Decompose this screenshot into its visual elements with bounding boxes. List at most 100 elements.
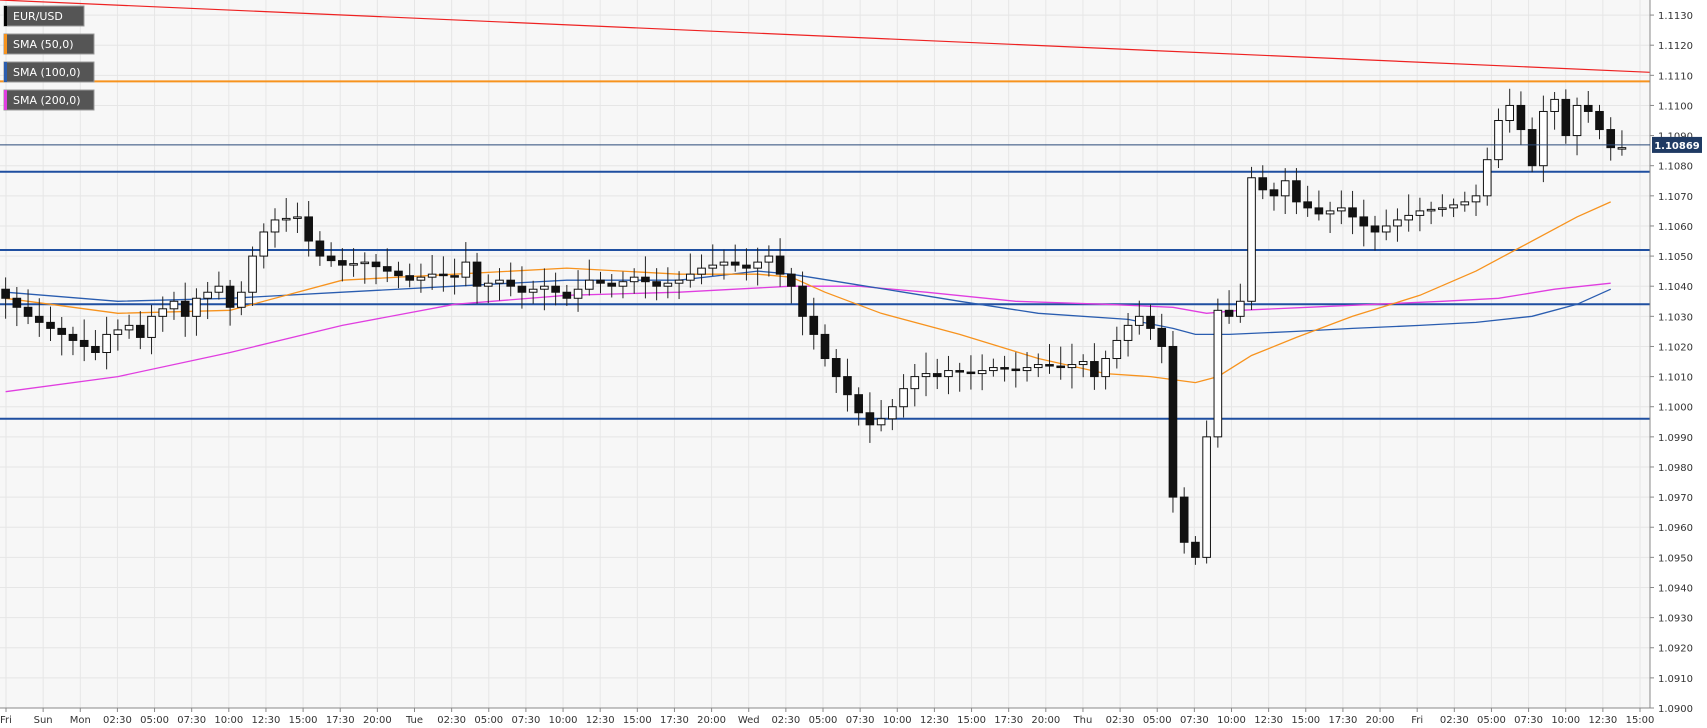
y-tick-label: 1.0970 [1658, 493, 1693, 504]
candle-body [169, 300, 179, 310]
candle-body [483, 282, 493, 287]
candle-body [1505, 104, 1515, 122]
candle-body [1449, 204, 1458, 209]
candle-body [1123, 324, 1133, 341]
candle-body [326, 255, 336, 262]
x-tick-label: 07:30 [1514, 715, 1543, 726]
candle-body [1314, 207, 1324, 215]
candle-body [798, 285, 807, 317]
candle-body [315, 240, 325, 257]
candle-body [1404, 214, 1413, 221]
candle-body [753, 261, 762, 269]
candle-body [1381, 225, 1391, 233]
x-tick-label: 12:30 [586, 715, 615, 726]
candle-body [439, 273, 448, 277]
candle-body [854, 394, 863, 414]
y-tick-label: 1.1050 [1658, 252, 1693, 263]
candle-body [304, 216, 313, 242]
candle-body [113, 329, 123, 335]
y-tick-label: 1.0960 [1658, 523, 1693, 534]
candle-body [281, 217, 291, 221]
candle-body [775, 255, 785, 275]
candle-body [1078, 361, 1088, 366]
candle-body [663, 282, 673, 287]
candle-body [641, 276, 650, 283]
candle-body [888, 406, 897, 420]
candle-body [584, 279, 594, 290]
y-tick-label: 1.1060 [1658, 222, 1693, 233]
candle-body [1146, 315, 1155, 329]
candle-body [1550, 98, 1559, 112]
candle-body [1179, 496, 1189, 543]
candle-body [719, 261, 729, 266]
candle-body [506, 279, 516, 287]
y-tick-label: 1.1030 [1658, 312, 1693, 323]
candle-body [562, 291, 572, 299]
candle-body [1090, 361, 1099, 378]
x-tick-label: 17:30 [994, 715, 1023, 726]
x-tick-label: 15:00 [1626, 715, 1655, 726]
y-tick-label: 1.1040 [1658, 282, 1693, 293]
candle-body [652, 281, 661, 287]
candle-body [158, 308, 168, 317]
candle-body [1292, 180, 1301, 203]
x-tick-label: 12:30 [1588, 715, 1617, 726]
current-price-tag: 1.10869 [0, 136, 1702, 153]
x-tick-label: 02:30 [771, 715, 800, 726]
candle-body [293, 216, 302, 219]
trendline-group [0, 0, 1651, 73]
candle-body [1134, 315, 1144, 326]
candle-body [1606, 129, 1616, 149]
candle-body [124, 324, 134, 331]
candle-body [944, 370, 953, 378]
candle-body [1045, 364, 1054, 367]
candle-body [831, 358, 841, 378]
candle-body [1393, 219, 1402, 227]
candle-body [68, 333, 78, 341]
candle-body [1337, 207, 1346, 212]
x-tick-label: 05:00 [1477, 715, 1506, 726]
x-tick-label: 10:00 [1551, 715, 1580, 726]
candle-body [1583, 104, 1593, 112]
candle-body [1325, 210, 1335, 215]
x-tick-label: 15:00 [289, 715, 318, 726]
legend-swatch [4, 6, 7, 26]
candle-body [1112, 339, 1122, 360]
x-tick-label: 05:00 [809, 715, 838, 726]
candle-body [607, 282, 617, 287]
candle-body [865, 412, 875, 426]
candle-body [966, 371, 976, 375]
candle-body [540, 285, 549, 290]
x-tick-label: 15:00 [1291, 715, 1320, 726]
y-tick-label: 1.1110 [1658, 71, 1693, 82]
y-tick-label: 1.0930 [1658, 614, 1693, 625]
x-tick-label: 10:00 [883, 715, 912, 726]
candle-body [528, 288, 538, 293]
legend-label: EUR/USD [13, 10, 63, 23]
candle-body [1067, 364, 1077, 369]
candle-body [1033, 364, 1043, 369]
x-tick-label: Tue [405, 715, 423, 726]
candle-body [1494, 120, 1503, 161]
candle-body [192, 297, 201, 317]
candle-body [1, 288, 10, 299]
candle-body [708, 264, 718, 269]
candle-body [843, 376, 852, 396]
candle-body [787, 273, 796, 287]
y-tick-label: 1.1100 [1658, 101, 1693, 112]
x-tick-label: 05:00 [474, 715, 503, 726]
candle-body [270, 219, 280, 233]
y-tick-label: 1.0940 [1658, 583, 1693, 594]
x-tick-label: 10:00 [549, 715, 578, 726]
candle-body [79, 339, 89, 347]
x-tick-label: 10:00 [1217, 715, 1246, 726]
candle-body [1011, 368, 1021, 372]
legend-label: SMA (100,0) [13, 66, 81, 79]
candle-body [349, 263, 358, 266]
x-tick-label: Wed [738, 715, 760, 726]
x-tick-label: 05:00 [140, 715, 169, 726]
y-tick-label: 1.1120 [1658, 41, 1693, 52]
candle-body [899, 388, 908, 408]
